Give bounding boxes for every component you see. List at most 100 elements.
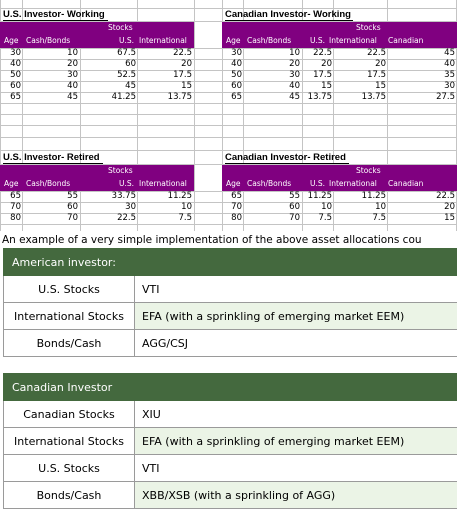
us-working-cell: 20 bbox=[67, 59, 78, 69]
ca-working-title-underline bbox=[225, 20, 353, 21]
ca-working-cell: 40 bbox=[444, 59, 455, 69]
us-retired-col-age: Age bbox=[4, 179, 19, 188]
ca-working-cell: 20 bbox=[375, 59, 386, 69]
ca-working-cell: 65 bbox=[231, 92, 242, 102]
gridline-h bbox=[0, 48, 457, 49]
ca-retired-cell: 11.25 bbox=[361, 191, 386, 201]
ca-retired-col-age: Age bbox=[226, 179, 241, 188]
gridline-h bbox=[0, 150, 457, 151]
canadian-value-canadian-stocks: XIU bbox=[134, 400, 457, 428]
us-retired-cell: 22.5 bbox=[117, 213, 136, 223]
gridline-v bbox=[302, 0, 303, 231]
us-working-cell: 20 bbox=[181, 59, 192, 69]
canadian-row-bonds-cash: Bonds/Cash XBB/XSB (with a sprinkling of… bbox=[3, 481, 457, 509]
ca-working-cell: 45 bbox=[444, 48, 455, 58]
ca-working-header: Stocks Age Cash/Bonds U.S. International… bbox=[222, 22, 457, 48]
caption-text: An example of a very simple implementati… bbox=[2, 234, 422, 246]
us-retired-cell: 7.5 bbox=[178, 213, 192, 223]
us-working-cell: 50 bbox=[10, 70, 21, 80]
ca-retired-cell: 70 bbox=[289, 213, 300, 223]
canadian-label-intl-stocks: International Stocks bbox=[3, 427, 135, 455]
gridline-v bbox=[333, 0, 334, 231]
us-retired-cell: 30 bbox=[125, 202, 136, 212]
ca-working-cell: 35 bbox=[444, 70, 455, 80]
canadian-header: Canadian Investor bbox=[3, 373, 457, 401]
canadian-value-intl-stocks: EFA (with a sprinkling of emerging marke… bbox=[134, 427, 457, 455]
gridline-h bbox=[0, 21, 457, 22]
us-working-col-us: U.S. bbox=[119, 36, 135, 45]
ca-retired-cell: 65 bbox=[231, 191, 242, 201]
gridline-v bbox=[222, 0, 223, 231]
gridline-h bbox=[0, 202, 457, 203]
allocation-spreadsheet: U.S. Investor- Working Stocks Age Cash/B… bbox=[0, 0, 457, 231]
american-header-row: American investor: bbox=[3, 248, 457, 276]
us-working-header: Stocks Age Cash/Bonds U.S. International bbox=[0, 22, 194, 48]
ca-working-cell: 40 bbox=[289, 81, 300, 91]
us-working-cell: 13.75 bbox=[167, 92, 192, 102]
ca-retired-cell: 15 bbox=[444, 213, 455, 223]
ca-working-cell: 10 bbox=[289, 48, 300, 58]
us-working-cell: 40 bbox=[10, 59, 21, 69]
ca-working-cell: 45 bbox=[289, 92, 300, 102]
us-working-cell: 30 bbox=[10, 48, 21, 58]
gridline-h bbox=[0, 103, 457, 104]
american-etf-table: American investor: U.S. Stocks VTI Inter… bbox=[3, 248, 457, 357]
gridline-h bbox=[0, 125, 457, 126]
ca-working-cell: 27.5 bbox=[436, 92, 455, 102]
us-retired-cell: 10 bbox=[181, 202, 192, 212]
ca-working-cell: 20 bbox=[321, 59, 332, 69]
us-working-title: U.S. Investor- Working bbox=[3, 9, 105, 20]
gridline-v bbox=[80, 0, 81, 231]
ca-retired-col-cash: Cash/Bonds bbox=[247, 179, 292, 188]
us-retired-cell: 11.25 bbox=[167, 191, 192, 201]
ca-retired-cell: 7.5 bbox=[372, 213, 386, 223]
gridline-h bbox=[0, 59, 457, 60]
ca-working-cell: 30 bbox=[289, 70, 300, 80]
ca-working-cell: 22.5 bbox=[367, 48, 386, 58]
us-working-cell: 41.25 bbox=[111, 92, 136, 102]
gridline-h bbox=[0, 164, 457, 165]
ca-working-cell: 13.75 bbox=[361, 92, 386, 102]
american-row-us-stocks: U.S. Stocks VTI bbox=[3, 275, 457, 303]
us-retired-cell: 60 bbox=[67, 202, 78, 212]
gridline-v bbox=[0, 0, 1, 231]
ca-retired-cell: 7.5 bbox=[318, 213, 332, 223]
canadian-value-bonds-cash: XBB/XSB (with a sprinkling of AGG) bbox=[134, 481, 457, 509]
american-row-intl-stocks: International Stocks EFA (with a sprinkl… bbox=[3, 302, 457, 330]
us-working-cell: 67.5 bbox=[117, 48, 136, 58]
us-working-cell: 60 bbox=[125, 59, 136, 69]
ca-working-cell: 30 bbox=[444, 81, 455, 91]
us-working-col-cash: Cash/Bonds bbox=[26, 36, 71, 45]
us-working-cell: 45 bbox=[125, 81, 136, 91]
ca-working-col-intl: International bbox=[329, 36, 377, 45]
ca-working-col-canadian: Canadian bbox=[388, 36, 424, 45]
us-working-cell: 45 bbox=[67, 92, 78, 102]
ca-retired-cell: 70 bbox=[231, 202, 242, 212]
us-working-cell: 30 bbox=[67, 70, 78, 80]
gridline-h bbox=[0, 8, 457, 9]
us-retired-col-intl: International bbox=[139, 179, 187, 188]
american-value-intl-stocks: EFA (with a sprinkling of emerging marke… bbox=[134, 302, 457, 330]
ca-retired-cell: 80 bbox=[231, 213, 242, 223]
us-working-cell: 52.5 bbox=[117, 70, 136, 80]
us-working-stocks-label: Stocks bbox=[108, 23, 133, 32]
american-header: American investor: bbox=[3, 248, 457, 276]
american-value-us-stocks: VTI bbox=[134, 275, 457, 303]
ca-retired-col-intl: International bbox=[329, 179, 377, 188]
canadian-value-us-stocks: VTI bbox=[134, 454, 457, 482]
ca-working-col-cash: Cash/Bonds bbox=[247, 36, 292, 45]
gridline-v bbox=[194, 0, 195, 231]
ca-working-cell: 13.75 bbox=[307, 92, 332, 102]
ca-working-cell: 15 bbox=[375, 81, 386, 91]
us-working-cell: 17.5 bbox=[173, 70, 192, 80]
ca-working-cell: 22.5 bbox=[313, 48, 332, 58]
ca-working-cell: 30 bbox=[231, 48, 242, 58]
gridline-h bbox=[0, 70, 457, 71]
ca-retired-cell: 20 bbox=[444, 202, 455, 212]
ca-working-cell: 40 bbox=[231, 59, 242, 69]
american-row-bonds-cash: Bonds/Cash AGG/CSJ bbox=[3, 329, 457, 357]
us-working-cell: 40 bbox=[67, 81, 78, 91]
ca-working-cell: 17.5 bbox=[367, 70, 386, 80]
ca-retired-title: Canadian Investor- Retired bbox=[225, 152, 346, 163]
ca-retired-title-underline bbox=[225, 163, 349, 164]
